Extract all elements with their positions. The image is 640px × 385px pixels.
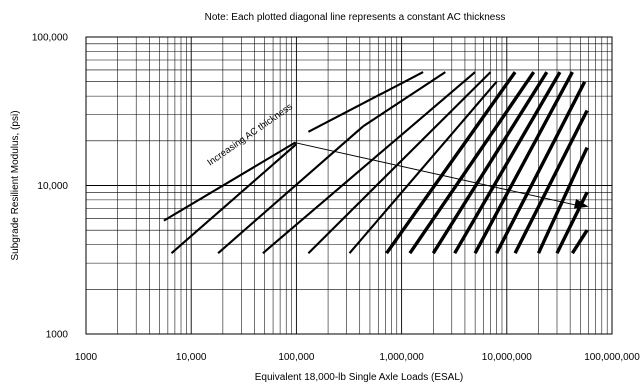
x-tick-label: 10,000 — [176, 352, 207, 363]
x-axis-title: Equivalent 18,000-lb Single Axle Loads (… — [255, 372, 463, 383]
series-line — [453, 71, 562, 255]
chart-title: Note: Each plotted diagonal line represe… — [205, 12, 506, 23]
annotation-arrow-head — [573, 198, 589, 209]
x-tick-label: 100,000 — [278, 352, 315, 363]
series-line — [170, 143, 298, 254]
series-line — [408, 71, 536, 255]
y-tick-label: 10,000 — [37, 181, 68, 192]
x-tick-label: 1000 — [75, 352, 98, 363]
x-tick-label: 10,000,000 — [482, 352, 532, 363]
series-line — [536, 146, 589, 254]
series-line — [163, 141, 297, 222]
series-lines — [163, 71, 589, 255]
y-tick-label: 100,000 — [32, 33, 69, 44]
series-line — [307, 71, 492, 254]
series-line — [362, 71, 446, 128]
series-line — [513, 109, 589, 254]
series-line — [348, 81, 498, 254]
series-line — [385, 71, 517, 255]
y-tick-label: 1000 — [46, 330, 69, 341]
x-tick-label: 100,000,000 — [584, 352, 640, 363]
series-line — [307, 71, 424, 133]
grid — [85, 37, 612, 335]
series-line — [473, 71, 574, 255]
series-line — [495, 80, 587, 254]
tick-labels: 1000 10,000 100,000 1,000,000 10,000,000 100,… — [32, 33, 640, 364]
series-line — [431, 71, 549, 255]
series-line — [555, 191, 589, 254]
annotation-arrow-line — [293, 141, 579, 207]
series-line — [262, 71, 476, 254]
series-line — [217, 125, 364, 254]
plot-frame — [85, 36, 613, 335]
y-axis-title: Subgrade Resilient Modulus, (psi) — [10, 110, 21, 260]
series-line — [570, 229, 589, 255]
x-tick-label: 1,000,000 — [379, 352, 424, 363]
